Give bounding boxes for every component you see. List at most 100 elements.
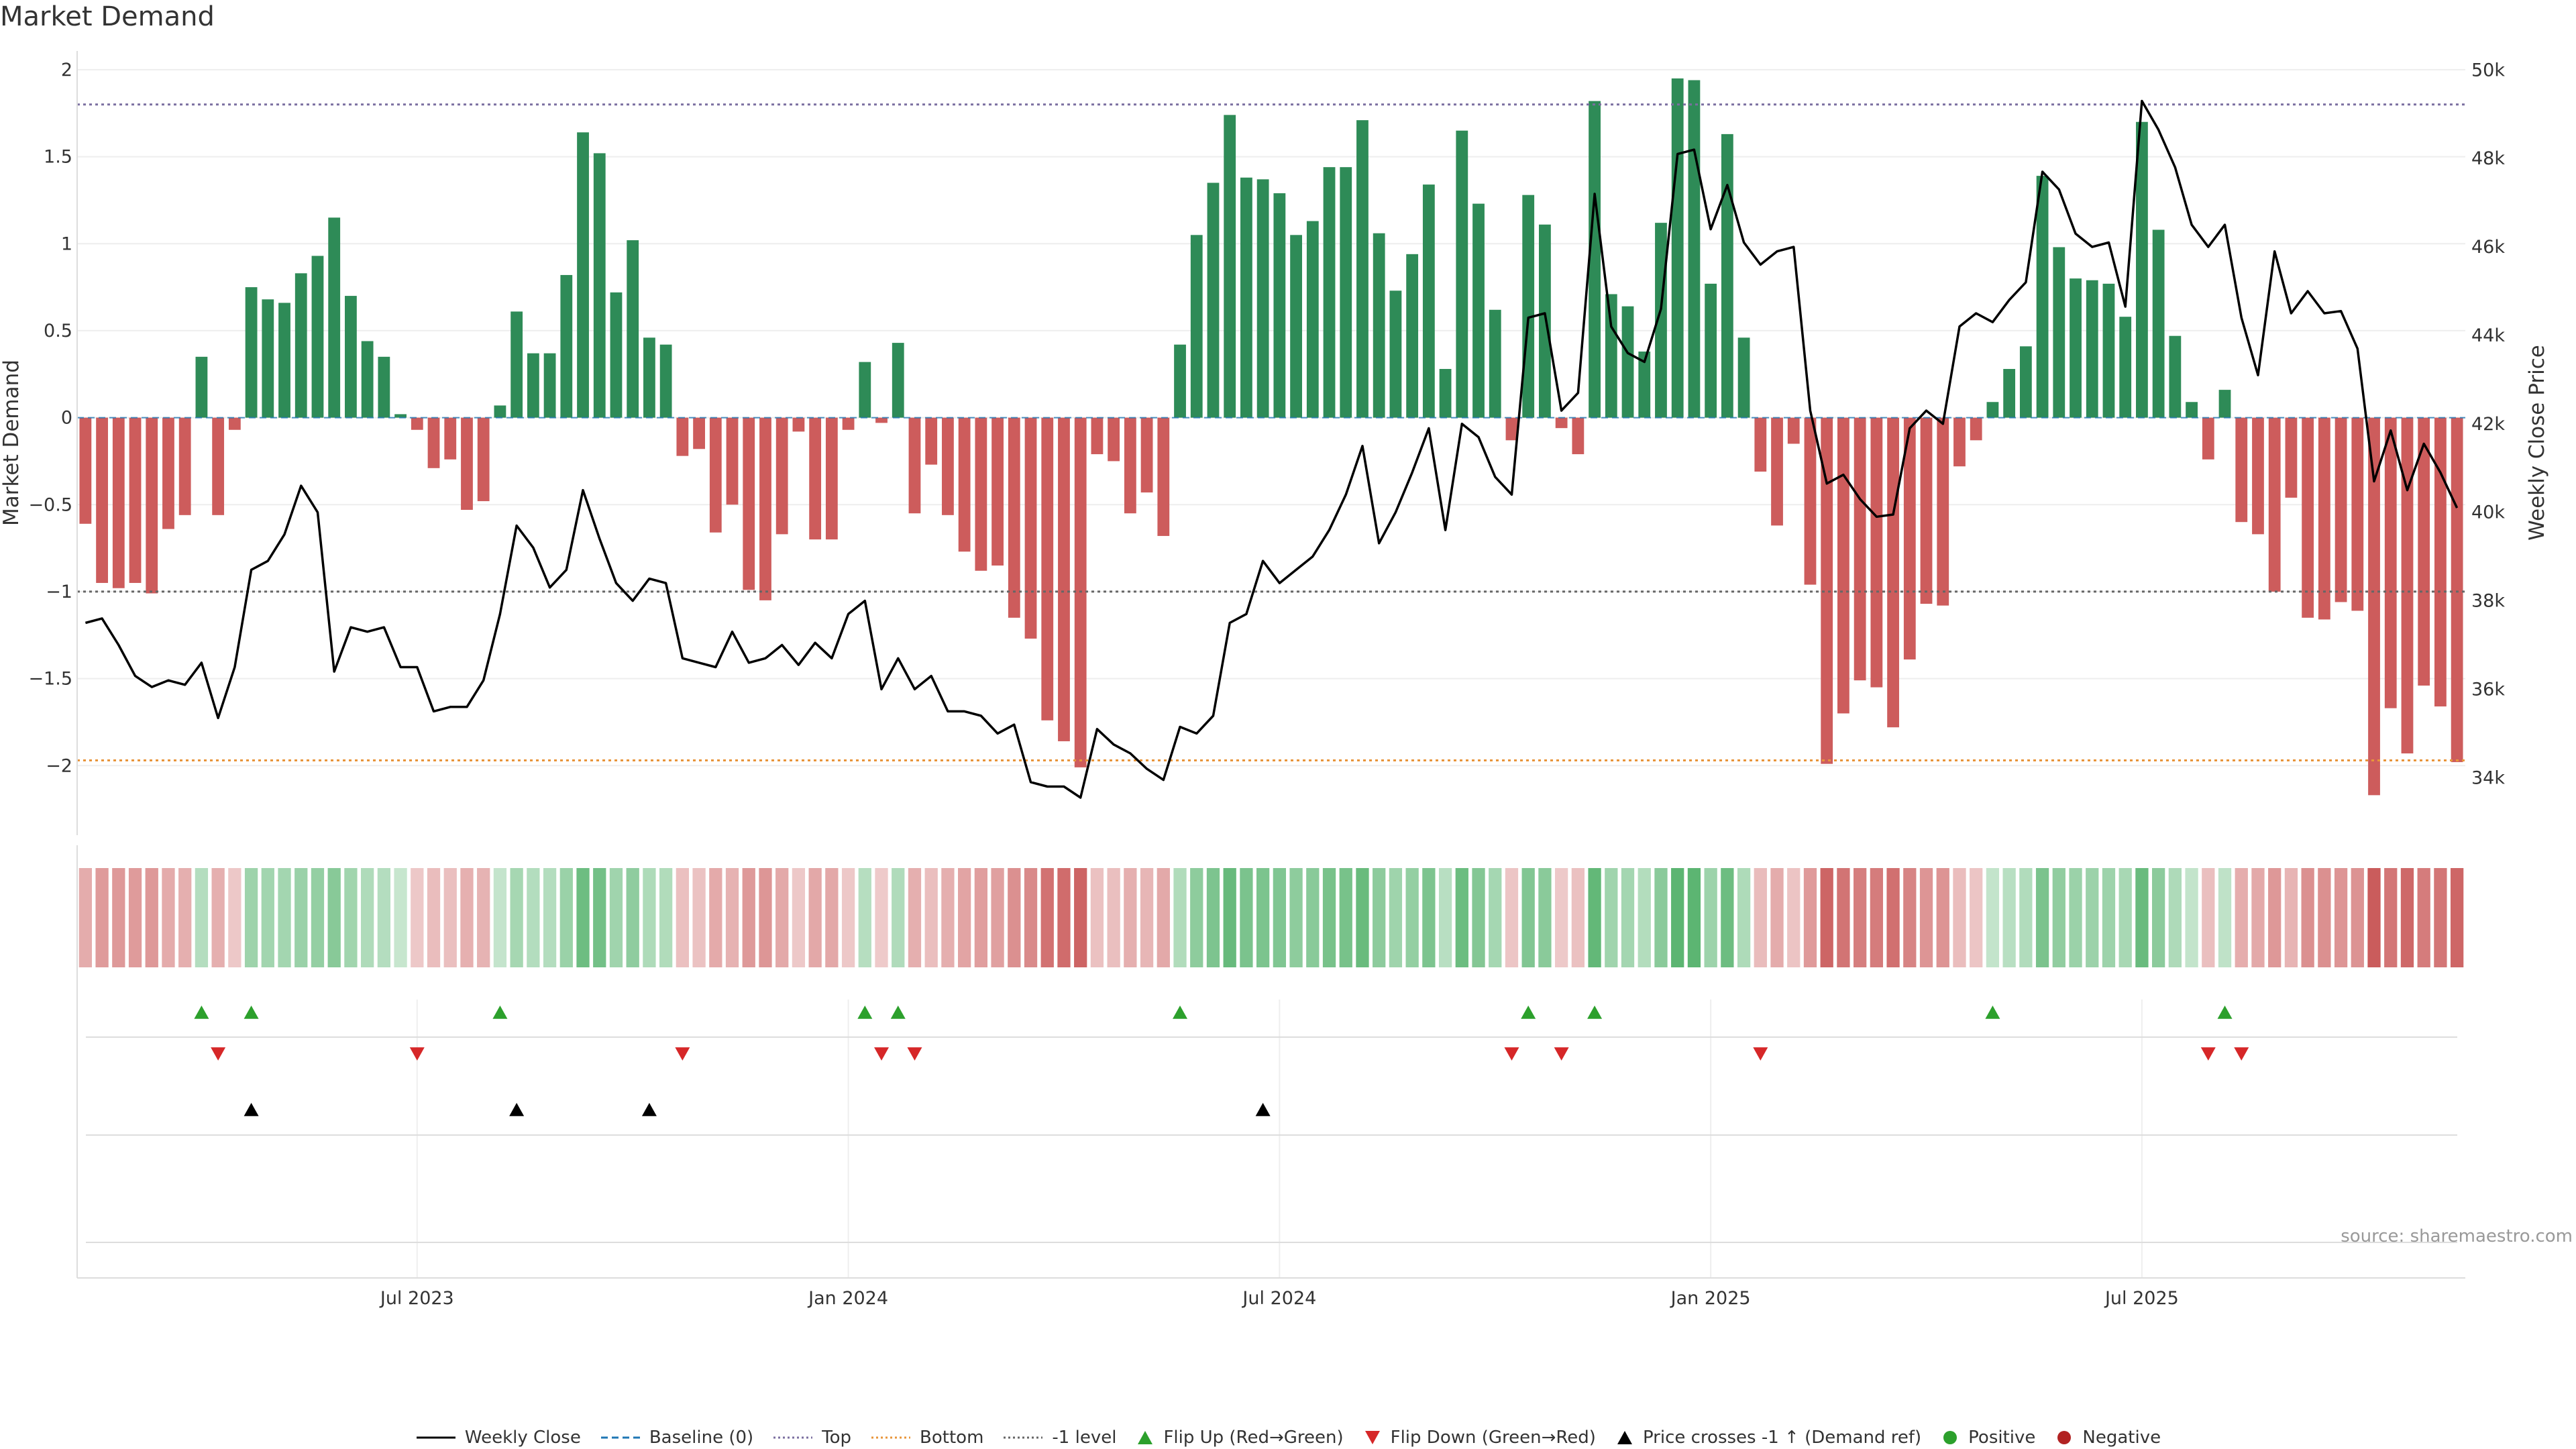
demand-bar — [2302, 417, 2314, 618]
heat-cell — [327, 868, 341, 967]
demand-bar — [1870, 417, 1883, 688]
demand-bar — [2368, 417, 2380, 796]
legend-item: Positive — [1940, 1428, 2035, 1448]
y-tick-label: −0.5 — [28, 494, 72, 515]
demand-bar — [1058, 417, 1070, 741]
heat-cell — [1339, 868, 1352, 967]
heat-cell — [1903, 868, 1917, 967]
heat-cell — [1820, 868, 1833, 967]
heat-cell — [1289, 868, 1303, 967]
demand-bar — [511, 311, 523, 418]
demand-bar — [2003, 368, 2016, 418]
demand-bar — [2334, 417, 2347, 602]
heat-cell — [543, 868, 557, 967]
heat-cell — [2069, 868, 2082, 967]
heat-cell — [2284, 868, 2298, 967]
heat-cell — [2102, 868, 2116, 967]
heat-cell — [2135, 868, 2149, 967]
demand-bar — [1306, 221, 1319, 418]
heat-cell — [1621, 868, 1635, 967]
heat-cell — [1538, 868, 1552, 967]
flip-down-marker — [1753, 1047, 1768, 1061]
legend-label: Price crosses -1 ↑ (Demand ref) — [1642, 1428, 1922, 1448]
heat-cell — [1373, 868, 1386, 967]
y-tick-label: 2 — [61, 60, 72, 80]
heat-cell — [211, 868, 225, 967]
demand-bar — [1273, 193, 1286, 418]
heat-cell — [1687, 868, 1701, 967]
heat-cell — [609, 868, 623, 967]
demand-bar — [1953, 417, 1966, 467]
heat-cell — [1190, 868, 1203, 967]
demand-bar — [1854, 417, 1866, 681]
heat-cell — [1389, 868, 1403, 967]
demand-bar — [543, 353, 556, 418]
demand-bar — [2268, 417, 2281, 592]
heat-cell — [1919, 868, 1933, 967]
y-axis-label: Market Demand — [0, 360, 23, 526]
demand-bar — [162, 417, 174, 529]
demand-bar — [2218, 390, 2231, 418]
demand-bar — [593, 153, 606, 418]
heat-cell — [892, 868, 905, 967]
demand-bar — [112, 417, 125, 588]
heat-cell — [1405, 868, 1419, 967]
demand-bar — [991, 417, 1004, 566]
demand-bar — [2053, 247, 2065, 418]
price-cross-marker — [509, 1103, 525, 1116]
heat-cell — [808, 868, 822, 967]
demand-bar — [361, 341, 374, 418]
heat-cell — [692, 868, 706, 967]
demand-bar — [178, 417, 191, 515]
legend-swatch-icon — [1138, 1431, 1153, 1444]
flip-up-marker — [890, 1006, 906, 1019]
heat-cell — [725, 868, 739, 967]
demand-bar — [427, 417, 440, 468]
legend-label: Negative — [2082, 1428, 2161, 1448]
heat-cell — [2052, 868, 2065, 967]
flip-up-marker — [1521, 1006, 1536, 1019]
y2-tick-label: 36k — [2471, 679, 2505, 700]
demand-bar — [2351, 417, 2364, 611]
flip-up-marker — [194, 1006, 209, 1019]
heat-cell — [2118, 868, 2132, 967]
heat-cell — [394, 868, 407, 967]
legend-triangle-up — [1138, 1431, 1153, 1444]
demand-bar — [228, 417, 241, 430]
heat-cell — [1970, 868, 1983, 967]
y-tick-label: −1.5 — [28, 669, 72, 690]
heat-cell — [576, 868, 590, 967]
y2-tick-label: 44k — [2471, 325, 2505, 346]
heat-cell — [908, 868, 922, 967]
heat-cell — [1008, 868, 1021, 967]
legend-item: Price crosses -1 ↑ (Demand ref) — [1615, 1428, 1921, 1448]
heat-cell — [759, 868, 772, 967]
demand-bar — [610, 292, 623, 418]
legend-label: Flip Down (Green→Red) — [1390, 1428, 1596, 1448]
x-tick-label: Jan 2024 — [807, 1288, 888, 1309]
heat-cell — [1837, 868, 1850, 967]
demand-bar — [2451, 417, 2463, 763]
demand-bar — [2119, 317, 2132, 418]
heat-cell — [1173, 868, 1187, 967]
demand-bar — [975, 417, 987, 571]
heat-cell — [2168, 868, 2182, 967]
heat-cell — [1605, 868, 1618, 967]
demand-bar — [1986, 402, 1999, 418]
legend-triangle-up — [1617, 1431, 1632, 1444]
heat-cell — [1472, 868, 1485, 967]
demand-bar — [2401, 417, 2414, 754]
heat-cell — [1521, 868, 1535, 967]
y-tick-label: 1 — [61, 233, 72, 254]
heat-cell — [377, 868, 391, 967]
reference-lines — [77, 103, 2465, 761]
heat-cell — [1571, 868, 1585, 967]
chart-title: Market Demand — [0, 1, 215, 32]
demand-bar — [1804, 417, 1817, 585]
flip-down-marker — [2234, 1047, 2249, 1061]
legend-triangle-down — [1364, 1431, 1380, 1444]
demand-bar — [2252, 417, 2264, 535]
demand-bar — [212, 417, 225, 515]
demand-bar — [1240, 177, 1252, 418]
heat-cell — [643, 868, 656, 967]
